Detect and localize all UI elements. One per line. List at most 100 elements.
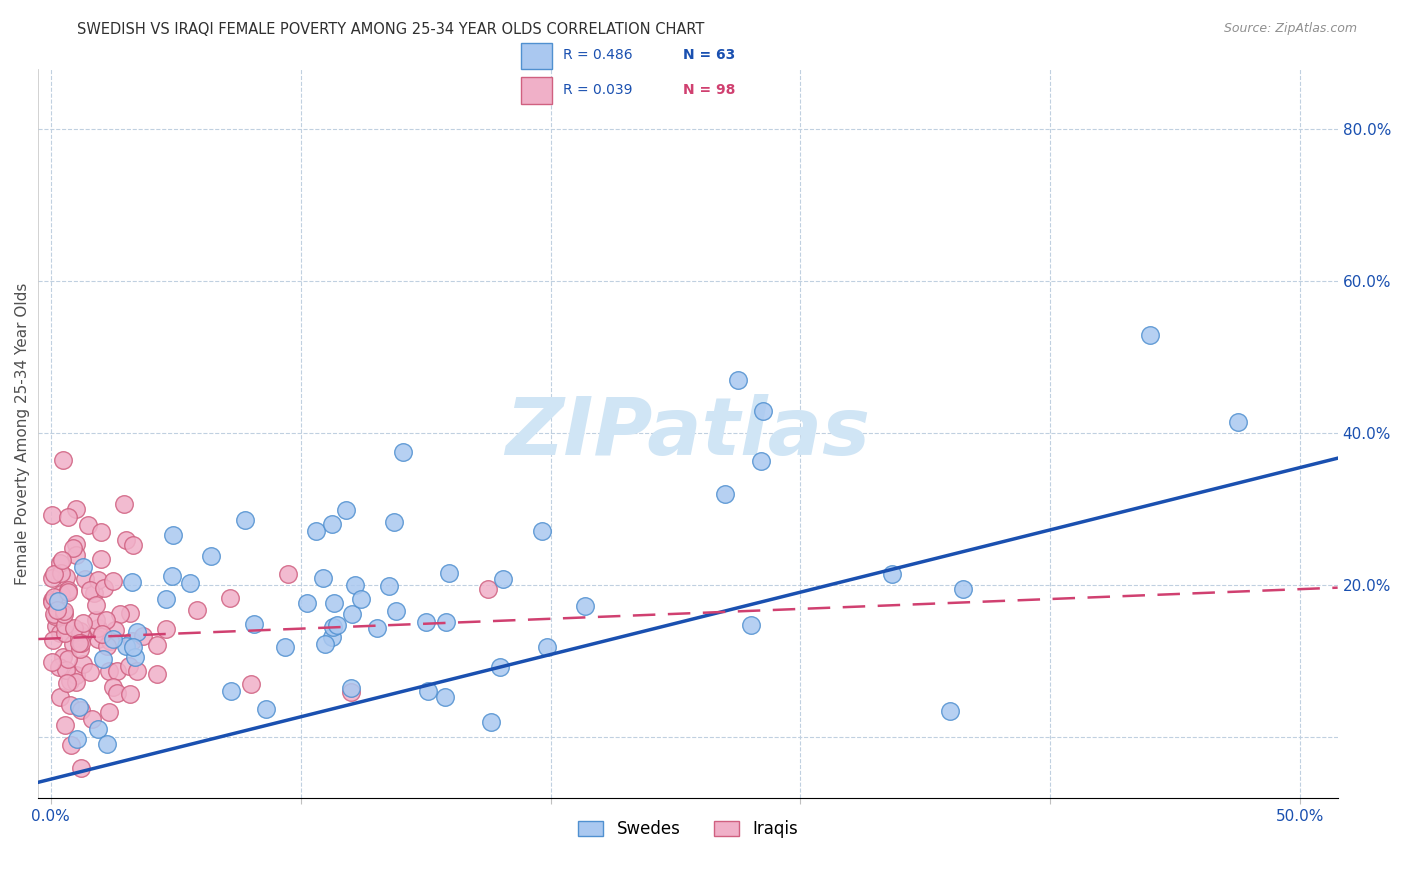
Point — [124, 650, 146, 665]
Point — [312, 571, 335, 585]
Point — [91, 652, 114, 666]
Point — [103, 681, 125, 695]
Point — [295, 596, 318, 610]
Point — [41, 633, 63, 648]
Text: Source: ZipAtlas.com: Source: ZipAtlas.com — [1223, 22, 1357, 36]
Point — [98, 633, 121, 648]
Y-axis label: Female Poverty Among 25-34 Year Olds: Female Poverty Among 25-34 Year Olds — [15, 282, 30, 584]
Point — [384, 604, 406, 618]
Point — [243, 616, 266, 631]
Point — [574, 599, 596, 614]
Point — [105, 664, 128, 678]
Point — [322, 619, 344, 633]
Point — [146, 666, 169, 681]
Point — [492, 572, 515, 586]
Point — [41, 508, 63, 522]
Point — [87, 621, 110, 635]
Point — [67, 636, 90, 650]
Text: ZIPatlas: ZIPatlas — [506, 394, 870, 473]
Point — [239, 677, 262, 691]
Point — [52, 607, 75, 621]
Point — [323, 596, 346, 610]
Point — [714, 487, 737, 501]
Point — [69, 703, 91, 717]
Point — [52, 604, 75, 618]
Point — [120, 606, 142, 620]
Point — [155, 592, 177, 607]
Point — [66, 731, 89, 746]
Point — [339, 681, 361, 696]
Point — [132, 629, 155, 643]
Point — [46, 602, 69, 616]
Point — [86, 632, 108, 647]
Point — [41, 595, 63, 609]
Point — [125, 664, 148, 678]
Point — [115, 639, 138, 653]
Point — [79, 582, 101, 597]
Point — [42, 591, 65, 605]
Point — [60, 738, 83, 752]
Point — [112, 497, 135, 511]
Point — [86, 613, 108, 627]
Point — [65, 548, 87, 562]
Point — [121, 575, 143, 590]
Point — [45, 619, 67, 633]
Point — [49, 690, 72, 704]
Point — [477, 582, 499, 596]
Point — [53, 625, 76, 640]
Legend: Swedes, Iraqis: Swedes, Iraqis — [571, 814, 804, 845]
Point — [415, 615, 437, 630]
Point — [392, 445, 415, 459]
Point — [49, 626, 72, 640]
Point — [55, 663, 77, 677]
Point — [56, 583, 79, 598]
Point — [335, 503, 357, 517]
Point — [160, 568, 183, 582]
Point — [101, 632, 124, 647]
Point — [880, 567, 903, 582]
Point — [41, 571, 63, 585]
Point — [273, 640, 295, 654]
Point — [90, 627, 112, 641]
Point — [93, 581, 115, 595]
Point — [740, 618, 762, 632]
Text: R = 0.039: R = 0.039 — [562, 83, 633, 97]
Text: SWEDISH VS IRAQI FEMALE POVERTY AMONG 25-34 YEAR OLDS CORRELATION CHART: SWEDISH VS IRAQI FEMALE POVERTY AMONG 25… — [77, 22, 704, 37]
Point — [366, 621, 388, 635]
Point — [83, 585, 105, 599]
Point — [326, 618, 349, 632]
Point — [69, 761, 91, 775]
Point — [536, 640, 558, 655]
Point — [55, 570, 77, 584]
Point — [53, 617, 76, 632]
Point — [59, 674, 82, 689]
Point — [233, 513, 256, 527]
Point — [41, 593, 63, 607]
Point — [56, 510, 79, 524]
Point — [145, 638, 167, 652]
Point — [118, 658, 141, 673]
Point — [65, 536, 87, 550]
Point — [90, 525, 112, 540]
Point — [56, 676, 79, 690]
Point — [382, 515, 405, 529]
Point — [162, 528, 184, 542]
Point — [46, 593, 69, 607]
Point — [65, 668, 87, 682]
Point — [42, 607, 65, 622]
Point — [254, 702, 277, 716]
FancyBboxPatch shape — [522, 78, 551, 104]
Point — [179, 575, 201, 590]
Point — [186, 603, 208, 617]
Point — [49, 556, 72, 570]
Point — [42, 566, 65, 581]
Point — [433, 690, 456, 705]
Point — [1139, 327, 1161, 342]
Point — [70, 635, 93, 649]
Point — [52, 649, 75, 664]
Point — [531, 524, 554, 538]
Point — [86, 598, 108, 612]
Point — [101, 574, 124, 588]
Point — [305, 524, 328, 538]
Point — [53, 717, 76, 731]
